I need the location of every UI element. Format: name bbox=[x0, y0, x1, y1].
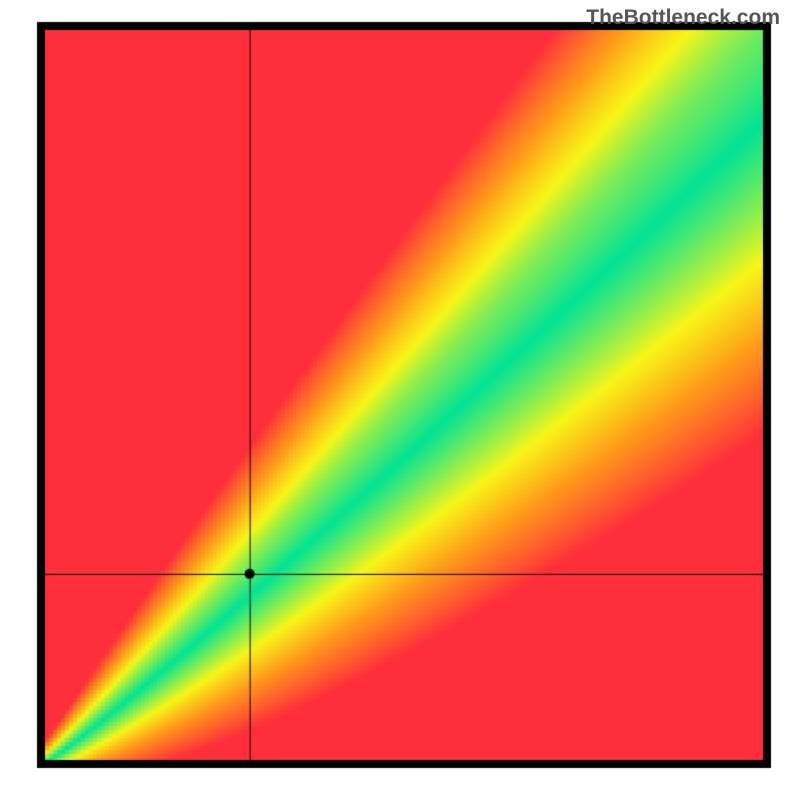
watermark-text: TheBottleneck.com bbox=[586, 6, 780, 30]
chart-container: { "watermark": "TheBottleneck.com", "wat… bbox=[0, 0, 800, 800]
heatmap-canvas bbox=[0, 0, 800, 800]
